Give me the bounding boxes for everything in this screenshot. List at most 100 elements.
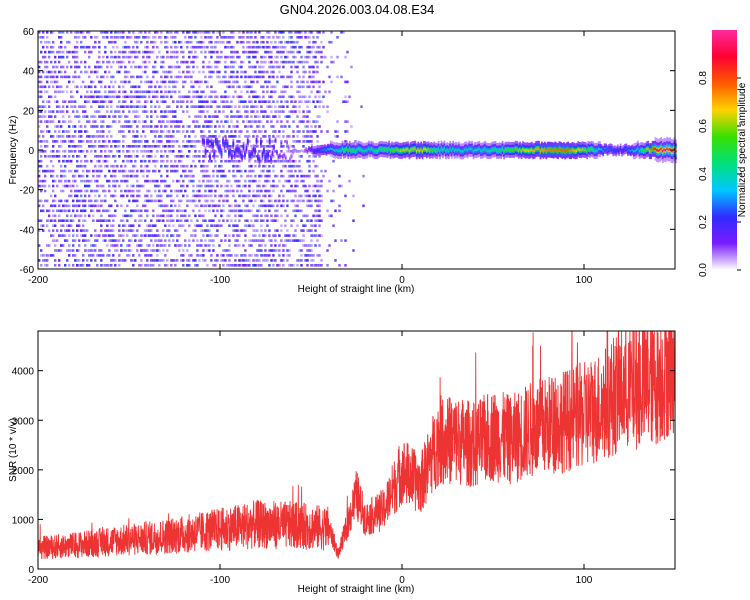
- spectrogram-cell: [326, 65, 329, 69]
- ridge-cell: [635, 148, 638, 152]
- spectrogram-cell: [286, 239, 289, 242]
- ridge-cell: [593, 149, 596, 152]
- spectrogram-cell: [258, 45, 261, 49]
- spectrogram-cell: [198, 159, 201, 163]
- spectrogram-cell: [234, 239, 237, 242]
- spectrogram-cell: [210, 65, 213, 69]
- spectrogram-cell: [322, 105, 325, 108]
- spectrogram-cell: [326, 249, 329, 252]
- ridge-cell: [402, 148, 405, 152]
- spectrogram-cell: [68, 130, 71, 133]
- spectrogram-cell: [296, 135, 299, 138]
- spectrogram-cell: [272, 259, 275, 262]
- spectrogram-cell: [306, 85, 309, 89]
- spectrogram-cell: [150, 254, 153, 257]
- ridge-cell: [557, 149, 559, 153]
- spectrogram-cell: [206, 264, 209, 267]
- spectrogram-cell: [142, 155, 145, 158]
- spectrogram-cell: [98, 209, 101, 213]
- spectrogram-cell: [126, 214, 129, 218]
- spectrogram-cell: [266, 85, 269, 89]
- spectrogram-cell: [196, 105, 199, 108]
- spectrogram-cell: [132, 259, 135, 262]
- spectrogram-cell: [180, 219, 183, 222]
- spectrogram-cell: [94, 189, 97, 193]
- spectrogram-cell: [294, 169, 297, 173]
- spectrogram-cell: [150, 219, 153, 222]
- spectrogram-cell: [330, 40, 333, 44]
- spectrogram-cell: [304, 125, 307, 128]
- spectrogram-cell: [306, 259, 309, 262]
- spectrogram-cell: [46, 100, 49, 103]
- spectrogram-cell: [120, 189, 123, 193]
- spectrogram-cell: [90, 105, 93, 108]
- spectrogram-cell: [222, 219, 225, 222]
- spectrogram-cell: [74, 259, 77, 262]
- spectrogram-cell: [244, 229, 247, 232]
- spectrogram-cell: [288, 174, 291, 178]
- spectrogram-cell: [248, 179, 251, 183]
- spectrogram-cell: [196, 40, 199, 44]
- spectrogram-cell: [132, 169, 135, 173]
- ridge-cell: [213, 153, 216, 156]
- spectrogram-cell: [98, 249, 101, 252]
- spectrogram-cell: [196, 249, 199, 252]
- spectrogram-cell: [306, 120, 309, 123]
- spectrogram-cell: [56, 229, 59, 232]
- spectrogram-cell: [102, 100, 105, 103]
- spectrogram-cell: [144, 234, 147, 237]
- spectrogram-cell: [40, 90, 43, 94]
- spectrogram-cell: [142, 174, 145, 178]
- spectrogram-cell: [136, 75, 139, 79]
- spectrogram-cell: [52, 80, 55, 84]
- spectrogram-cell: [196, 204, 199, 208]
- spectrogram-cell: [188, 145, 191, 148]
- spectrogram-cell: [70, 50, 73, 54]
- spectrogram-cell: [238, 140, 241, 143]
- spectrogram-cell: [114, 80, 117, 84]
- ridge-cell: [295, 149, 297, 152]
- spectrogram-cell: [144, 65, 147, 69]
- spectrogram-cell: [162, 100, 165, 103]
- spectrogram-cell: [242, 36, 245, 39]
- spectrogram-cell: [50, 204, 53, 208]
- spectrogram-cell: [226, 189, 229, 193]
- spectrogram-cell: [246, 204, 249, 208]
- spectrogram-cell: [270, 204, 273, 208]
- spectrogram-cell: [180, 184, 183, 188]
- spectrogram-cell: [56, 174, 59, 178]
- spectrogram-cell: [256, 60, 259, 64]
- spectrogram-cell: [198, 199, 201, 203]
- spectrogram-cell: [136, 36, 139, 39]
- spectrogram-cell: [222, 36, 225, 39]
- spectrogram-cell: [128, 244, 131, 247]
- spectrogram-cell: [86, 179, 89, 183]
- spectrogram-cell: [76, 145, 79, 148]
- spectrogram-cell: [276, 135, 279, 138]
- spectrogram-cell: [330, 214, 333, 218]
- spectrogram-cell: [256, 249, 259, 252]
- spectrogram-cell: [88, 95, 91, 99]
- spectrogram-cell: [300, 259, 303, 262]
- spectrogram-cell: [292, 95, 295, 99]
- spectrogram-cell: [262, 115, 265, 118]
- spectrogram-cell: [40, 179, 43, 183]
- spectrogram-cell: [200, 164, 203, 168]
- spectrogram-cell: [204, 184, 207, 188]
- spectrogram-cell: [290, 219, 293, 222]
- spectrogram-cell: [302, 145, 305, 148]
- spectrogram-cell: [68, 219, 71, 222]
- spectrogram-cell: [192, 31, 195, 34]
- spectrogram-cell: [310, 140, 313, 143]
- spectrogram-cell: [276, 184, 279, 188]
- spectrogram-cell: [108, 140, 111, 143]
- spectrogram-cell: [116, 36, 119, 39]
- spectrogram-cell: [254, 75, 257, 79]
- spectrogram-cell: [282, 105, 285, 108]
- spectrogram-cell: [94, 115, 97, 118]
- spectrogram-cell: [236, 264, 239, 267]
- spectrogram-cell: [60, 199, 63, 203]
- spectrogram-cell: [74, 65, 77, 69]
- spectrogram-cell: [152, 70, 155, 74]
- spectrogram-cell: [266, 219, 269, 222]
